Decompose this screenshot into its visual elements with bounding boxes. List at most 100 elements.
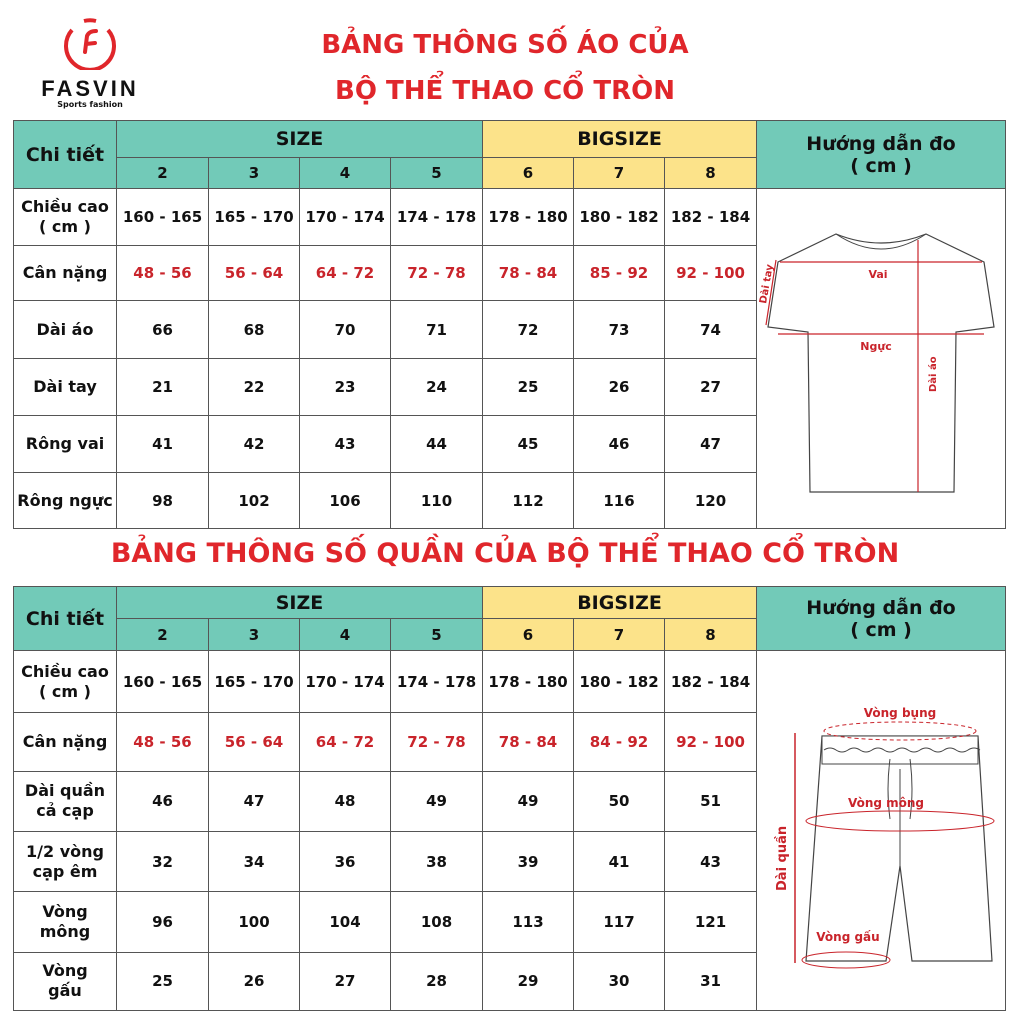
cell-value: 110 [389, 472, 484, 529]
table-row: Dài quần cả cạp 46 47 48 49 49 50 51 [13, 770, 1006, 832]
table-row: Rông vai 41 42 43 44 45 46 47 [13, 415, 1006, 473]
cell-value: 48 [299, 770, 391, 832]
cell-value: 46 [573, 415, 666, 473]
cell-value: 92 - 100 [664, 245, 758, 301]
cell-value: 98 [116, 472, 209, 529]
table-row: Vòng gấu 25 26 27 28 29 30 31 [13, 951, 1006, 1012]
row-label-line: Cân nặng [22, 732, 108, 751]
cell-value: 116 [573, 472, 666, 529]
guide-header: Hướng dẫn đo( cm ) [756, 586, 1007, 651]
waist-label: Vòng bụng [864, 706, 936, 720]
cell-value: 120 [664, 472, 758, 529]
row-label: Dài tay [13, 358, 117, 416]
detail-header: Chi tiết [13, 586, 117, 651]
row-label-line: Vòng [42, 961, 88, 981]
table-row: Cân nặng 48 - 56 56 - 64 64 - 72 72 - 78 78 -… [13, 245, 1006, 301]
cell-value: 41 [116, 415, 209, 473]
guide-header-line-2: ( cm ) [850, 154, 912, 177]
cell-value: 84 - 92 [573, 712, 666, 772]
cell-value: 121 [664, 891, 758, 953]
cell-value: 43 [664, 830, 758, 893]
shirt-size-table: Chi tiết SIZE BIGSIZE Hướng dẫn đo( cm ) 2 3 4… [13, 120, 1007, 529]
cell-value: 108 [389, 891, 484, 953]
cell-value: 102 [208, 472, 300, 529]
cell-value: 112 [482, 472, 575, 529]
table-row: Chiều cao( cm ) 160 - 165 165 - 170 170 - 1… [13, 649, 1007, 1011]
cell-value: 170 - 174 [299, 649, 391, 714]
shirt-diagram-icon: Vai Ngực Dài tay Dài áo [757, 232, 995, 493]
cell-value: 72 - 78 [389, 245, 484, 301]
row-label-line: cạp êm [32, 861, 98, 881]
row-label: Rông vai [13, 415, 117, 473]
cell-value: 27 [664, 358, 758, 416]
cell-value: 42 [208, 415, 300, 473]
row-label-line: gấu [48, 981, 82, 1001]
detail-header: Chi tiết [13, 120, 117, 189]
measurement-guide: Vai Ngực Dài tay Dài áo [756, 188, 1007, 529]
row-label: Cân nặng [13, 245, 117, 301]
logo-f-icon [64, 18, 116, 72]
cell-value: 21 [116, 358, 209, 416]
cell-value: 66 [116, 300, 209, 359]
shirt-title-line-2: BỘ THỂ THAO CỔ TRÒN [335, 76, 675, 106]
cell-value: 41 [573, 830, 666, 893]
cell-value: 92 - 100 [664, 712, 758, 772]
cell-value: 22 [208, 358, 300, 416]
cell-value: 73 [573, 300, 666, 359]
cell-value: 24 [389, 358, 484, 416]
row-label-line: mông [39, 921, 91, 941]
cell-value: 160 - 165 [116, 188, 209, 246]
cell-value: 64 - 72 [299, 712, 391, 772]
cell-value: 180 - 182 [573, 649, 666, 714]
row-label-line: cả cạp [36, 801, 94, 821]
cell-value: 38 [389, 830, 484, 893]
table-row: Dài tay 21 22 23 24 25 26 27 [13, 358, 1006, 416]
cell-value: 26 [573, 358, 666, 416]
hip-label: Vòng mông [848, 796, 924, 810]
table-row: 1/2 vòng cạp êm 32 34 36 38 39 41 43 [13, 830, 1006, 893]
size-3-header: 3 [208, 157, 300, 189]
cell-value: 96 [116, 891, 209, 953]
size-2-header: 2 [116, 618, 209, 651]
size-6-header: 6 [482, 157, 575, 189]
cell-value: 70 [299, 300, 391, 359]
cell-value: 78 - 84 [482, 245, 575, 301]
size-header: SIZE [115, 586, 484, 619]
cell-value: 43 [299, 415, 391, 473]
row-label-line: Cân nặng [22, 263, 108, 282]
cell-value: 27 [299, 951, 391, 1012]
row-label: Chiều cao( cm ) [13, 649, 117, 714]
cell-value: 117 [573, 891, 666, 953]
cell-value: 25 [116, 951, 209, 1012]
cell-value: 165 - 170 [208, 649, 300, 714]
row-label-line: Dài quần [24, 781, 106, 801]
cell-value: 29 [482, 951, 575, 1012]
cell-value: 32 [116, 830, 209, 893]
cell-value: 44 [389, 415, 484, 473]
row-label: Cân nặng [13, 712, 117, 772]
row-label: Dài quần cả cạp [13, 770, 117, 832]
cell-value: 72 - 78 [389, 712, 484, 772]
cell-value: 31 [664, 951, 758, 1012]
cell-value: 49 [482, 770, 575, 832]
row-label: Rông ngực [13, 472, 117, 529]
row-label: Vòng mông [13, 891, 117, 953]
size-2-header: 2 [116, 157, 209, 189]
size-header: SIZE [115, 120, 484, 158]
cell-value: 49 [389, 770, 484, 832]
cell-value: 56 - 64 [208, 245, 300, 301]
cell-value: 160 - 165 [116, 649, 209, 714]
cell-value: 36 [299, 830, 391, 893]
size-5-header: 5 [389, 618, 484, 651]
cell-value: 51 [664, 770, 758, 832]
row-label-line: Dài áo [36, 319, 94, 339]
cell-value: 68 [208, 300, 300, 359]
row-label-line: Rông ngực [17, 490, 113, 510]
row-label-line: Chiều cao [21, 661, 109, 681]
row-label-line: Vòng [42, 901, 88, 921]
cell-value: 48 - 56 [116, 712, 209, 772]
cell-value: 64 - 72 [299, 245, 391, 301]
pants-title: BẢNG THÔNG SỐ QUẦN CỦA BỘ THỂ THAO CỔ TR… [110, 538, 900, 569]
cell-value: 113 [482, 891, 575, 953]
length-label: Dài áo [927, 356, 939, 392]
